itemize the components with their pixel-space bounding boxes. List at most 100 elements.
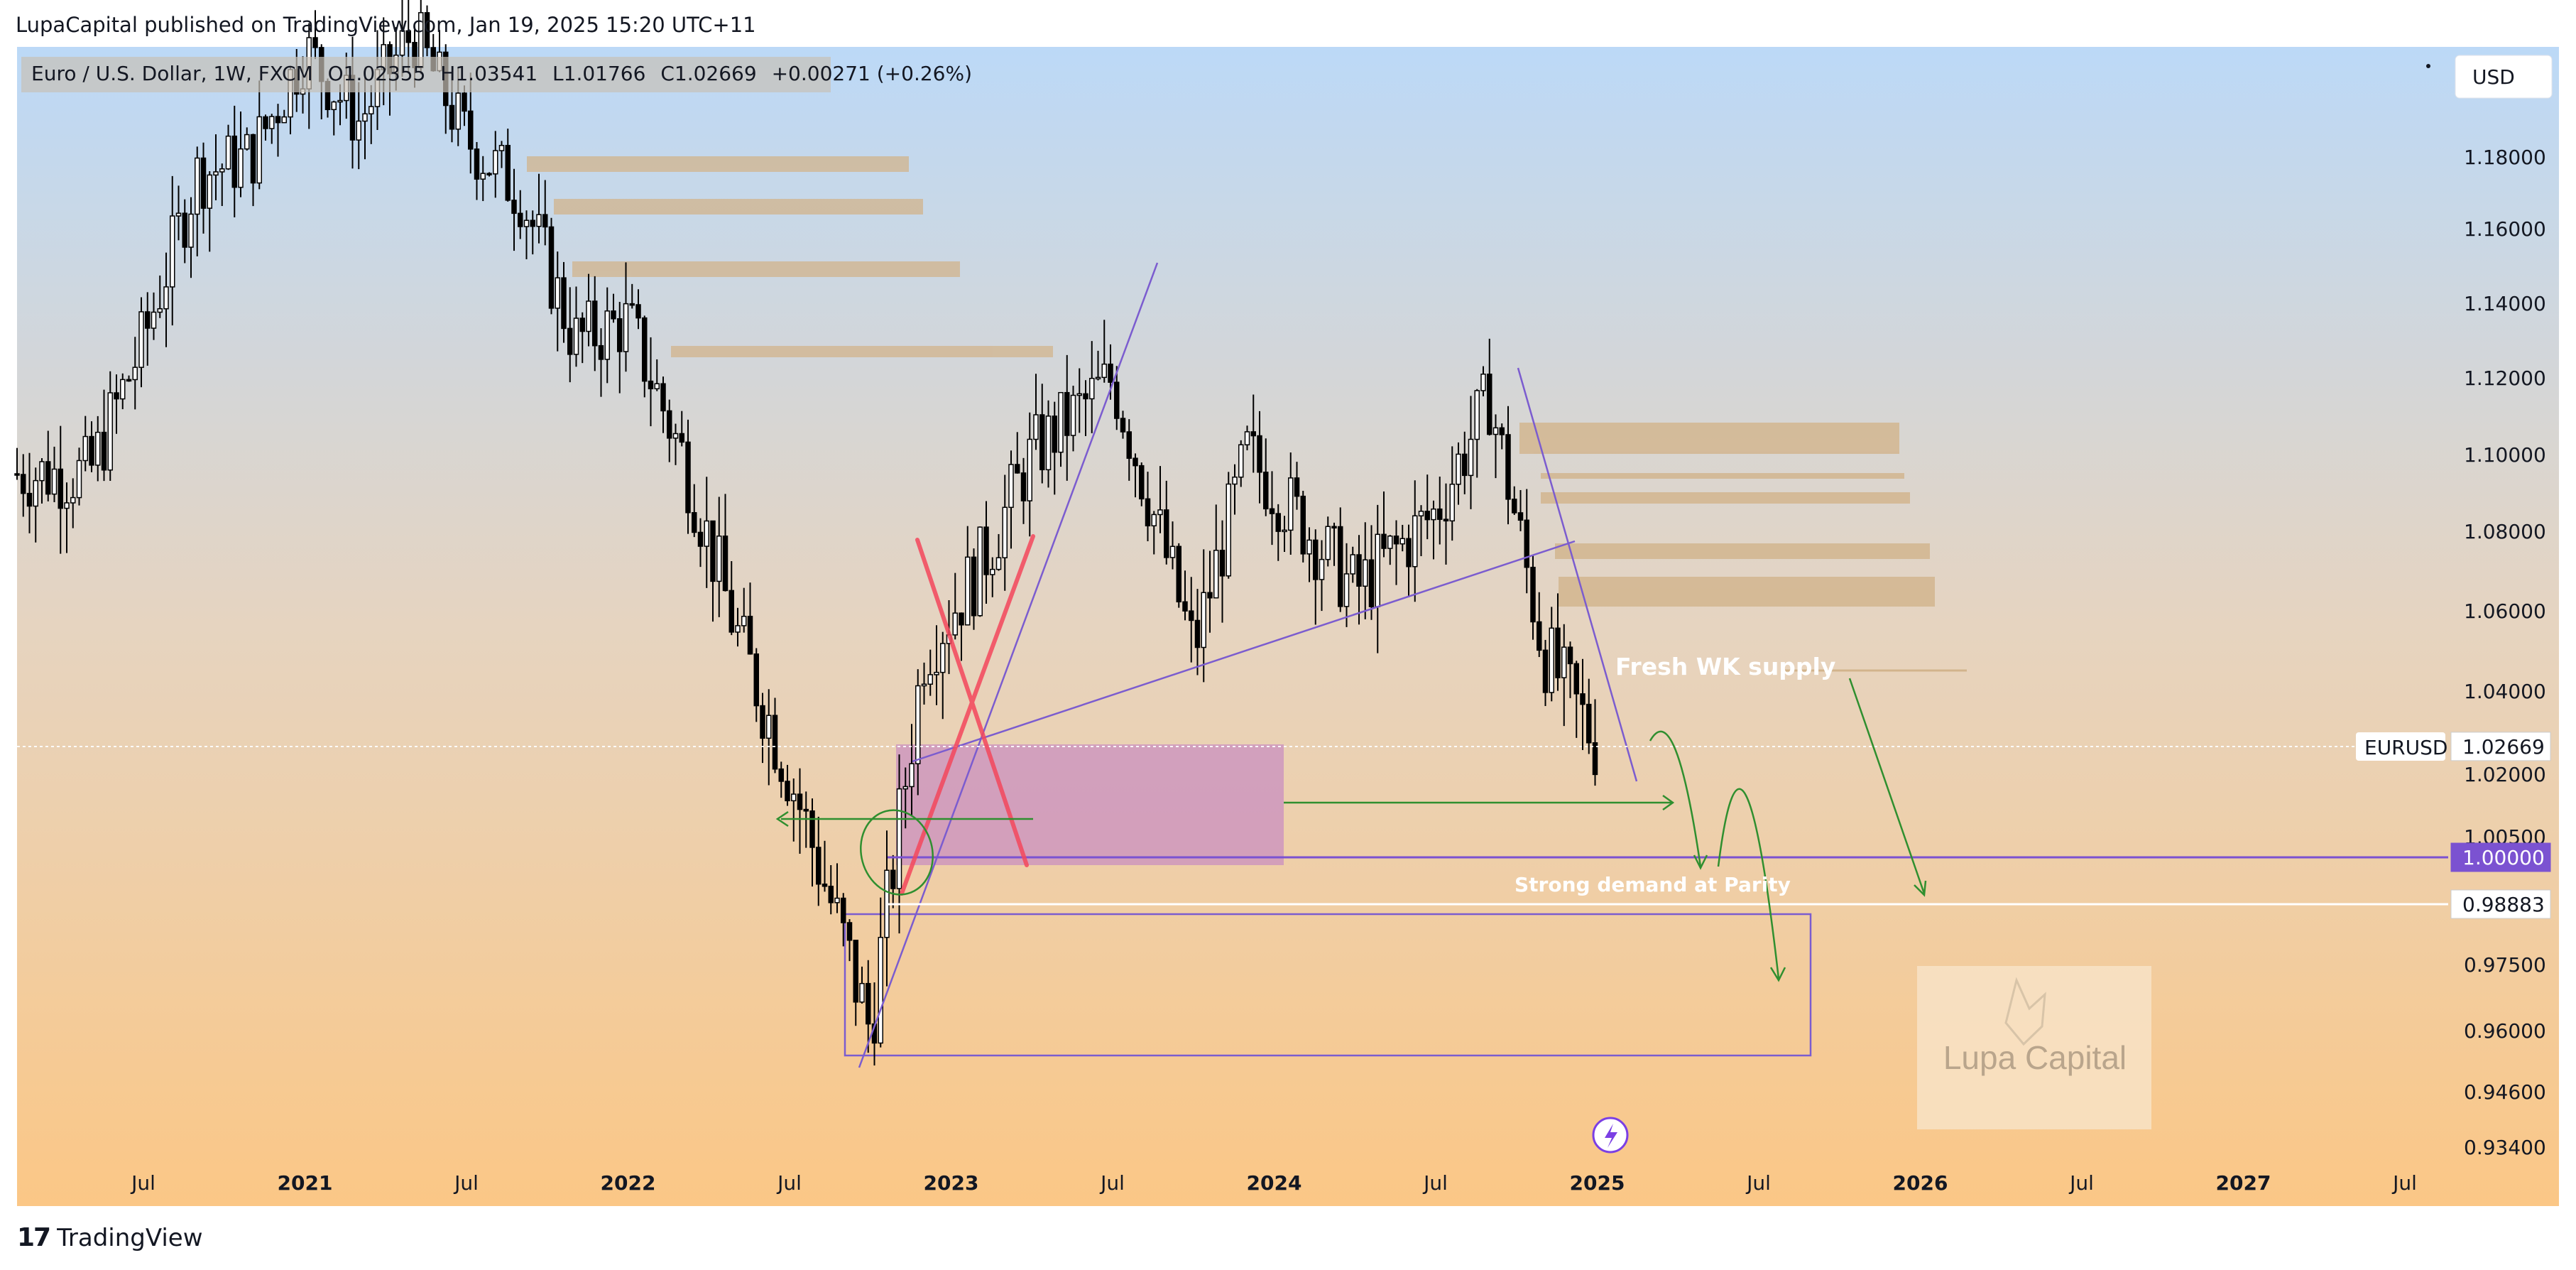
candle-body [1468, 438, 1474, 477]
candle [828, 865, 834, 915]
price-label-box [2450, 732, 2551, 761]
candle-body [990, 568, 995, 575]
candle-body [1517, 512, 1524, 521]
candle-body [1412, 515, 1418, 568]
candle [1207, 550, 1213, 633]
candle-body [1039, 414, 1045, 471]
candle [592, 276, 598, 371]
candle-body [1431, 508, 1436, 521]
candle-body [14, 473, 20, 476]
candle-body [1058, 391, 1064, 453]
candle [704, 477, 709, 588]
candle [1387, 535, 1393, 565]
candle [1338, 507, 1343, 612]
candle [667, 399, 672, 462]
candle-body [995, 557, 1002, 570]
candle [1145, 472, 1151, 542]
candle-body [518, 212, 523, 227]
candle [660, 376, 666, 433]
candle-body [449, 104, 455, 130]
candle-body [362, 113, 368, 122]
candle-body [983, 526, 989, 575]
candle-body [405, 30, 411, 43]
candle-body [70, 496, 76, 504]
candle [511, 168, 517, 251]
candle [1505, 406, 1511, 525]
candle-body [1592, 742, 1598, 776]
candle-body [1169, 546, 1176, 558]
candle-body [337, 99, 343, 103]
candle-body [369, 106, 374, 115]
candle [1381, 491, 1387, 558]
footer-logo[interactable]: 𝟭𝟳 TradingView [17, 1223, 203, 1252]
candle-body [132, 367, 138, 381]
candle-body [200, 157, 207, 209]
candle [1089, 341, 1095, 433]
candle-body [275, 116, 281, 124]
candle [685, 419, 691, 534]
candle-body [530, 219, 535, 227]
candle-body [195, 157, 200, 215]
candle-body [834, 897, 840, 903]
candle [250, 134, 256, 207]
candle-body [523, 219, 530, 227]
candle [1015, 432, 1020, 474]
currency-button[interactable] [2455, 55, 2553, 99]
candle-body [312, 37, 318, 48]
candle-body [710, 520, 716, 582]
x-tick-label: Jul [2068, 1171, 2094, 1195]
candle-body [853, 940, 858, 1003]
candle-body [207, 174, 212, 209]
candle [1294, 462, 1300, 510]
candle-body [902, 786, 908, 790]
candle [1182, 570, 1188, 621]
candle [281, 109, 287, 124]
candle-body [909, 763, 915, 788]
candle [1480, 366, 1486, 396]
candle-body [356, 120, 361, 141]
candle-body [250, 134, 256, 184]
candle-body [915, 685, 921, 764]
candle-body [188, 213, 194, 248]
candle [498, 141, 505, 168]
candle-body [238, 148, 244, 188]
candle [269, 114, 275, 144]
candle-body [1505, 434, 1511, 500]
x-tick-label: 2024 [1247, 1171, 1302, 1195]
y-tick-label: 1.06000 [2464, 599, 2546, 623]
candle-body [772, 715, 778, 770]
candle-body [542, 214, 548, 228]
candle [753, 648, 759, 722]
candle [1406, 524, 1412, 597]
candle [1201, 549, 1206, 683]
candle [95, 416, 101, 482]
candle [1282, 516, 1287, 553]
candle-body [1586, 703, 1592, 744]
candle-body [101, 431, 107, 471]
candle [244, 127, 250, 151]
candle-body [741, 615, 747, 626]
candle [1393, 520, 1399, 585]
candle-body [1487, 374, 1492, 435]
candle [629, 283, 635, 309]
candle [1524, 489, 1529, 594]
red-x-mark [900, 534, 1035, 896]
candle-body [107, 392, 113, 471]
candle-body [617, 318, 623, 352]
candle [263, 114, 268, 141]
candle-body [145, 311, 151, 329]
candle [1126, 419, 1132, 481]
candle-body [269, 116, 275, 129]
candle-body [33, 479, 38, 507]
candle [1499, 423, 1505, 450]
candle [1083, 380, 1088, 436]
candle-body [45, 461, 51, 495]
candle [82, 416, 88, 472]
candle-body [816, 847, 822, 885]
candle [586, 273, 591, 347]
candle-body [1194, 619, 1201, 648]
candle-body [952, 612, 958, 636]
candle [207, 170, 212, 252]
candle-body [511, 200, 517, 215]
